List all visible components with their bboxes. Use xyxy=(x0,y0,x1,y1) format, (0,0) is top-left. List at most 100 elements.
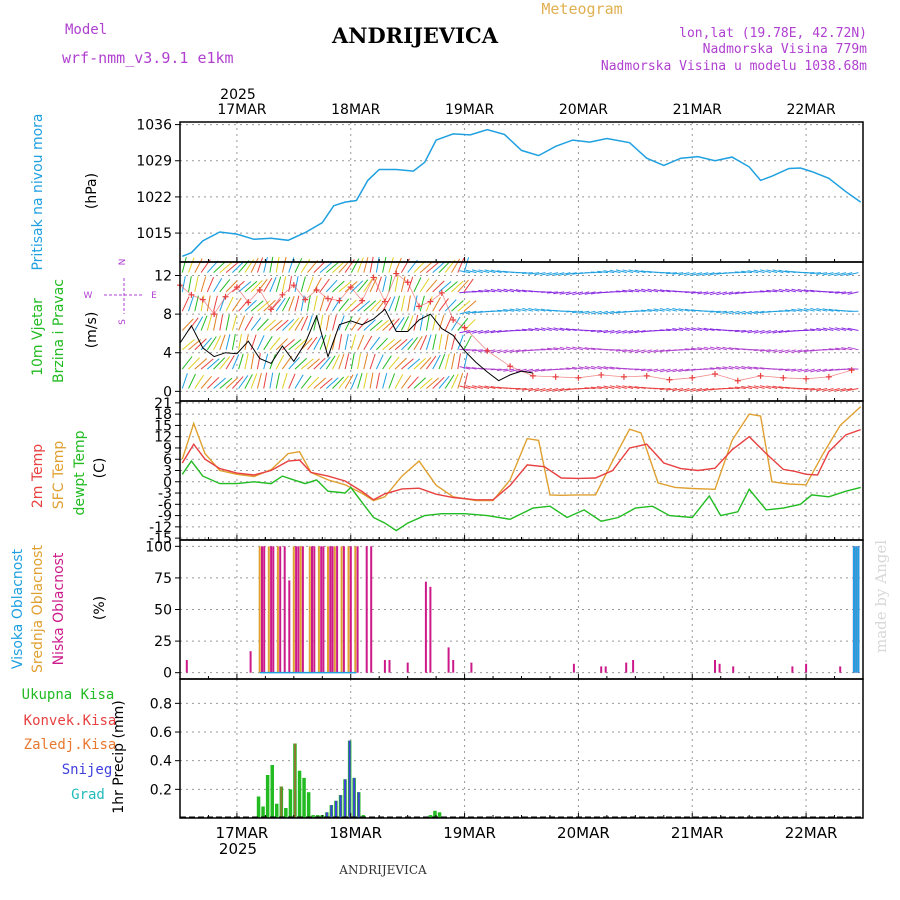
cloud-bar xyxy=(365,546,368,673)
wind-arrow xyxy=(363,257,369,273)
wind-arrow xyxy=(728,291,740,295)
wind-arrow xyxy=(672,307,684,312)
wind-arrow xyxy=(288,356,300,370)
wind-arrow xyxy=(590,386,602,389)
wind-arrow xyxy=(444,353,450,370)
cloud-bar xyxy=(470,662,473,673)
wind-arrow xyxy=(803,349,815,353)
wind-arrow xyxy=(490,368,502,371)
wind-arrow xyxy=(275,297,286,312)
wind-arrow xyxy=(369,353,376,370)
wind-compass-icon: N S W E xyxy=(84,259,158,325)
wind-arrow xyxy=(319,377,333,389)
wind-arrow xyxy=(338,353,345,370)
pressure-line xyxy=(182,128,862,257)
wind-arrow xyxy=(728,347,740,351)
wind-arrow xyxy=(463,372,469,389)
wind-arrow xyxy=(188,276,192,292)
wind-arrow xyxy=(231,297,242,312)
wind-arrow xyxy=(841,327,853,331)
wind-arrow xyxy=(484,269,496,274)
precip-bar xyxy=(280,786,283,818)
wind-arrow xyxy=(540,388,552,392)
x-tick-label-top: 17MAR xyxy=(217,102,266,118)
wind-arrow xyxy=(382,372,388,389)
wind-arrow xyxy=(444,281,458,293)
wind-arrow xyxy=(382,319,395,331)
wind-arrow xyxy=(357,279,369,293)
wind-arrow xyxy=(413,277,422,293)
wind-arrow xyxy=(181,256,187,273)
wind-arrow xyxy=(772,289,784,293)
wind-arrow xyxy=(503,368,515,372)
wind-arrow xyxy=(534,308,546,312)
wind-arrow xyxy=(546,347,558,351)
compass-e: E xyxy=(151,291,157,301)
wind-arrow xyxy=(528,388,540,392)
wind-arrow xyxy=(590,291,602,295)
wind-arrow xyxy=(350,334,357,350)
station-title: ANDRIJEVICA xyxy=(331,23,499,48)
cloud-bar xyxy=(452,660,455,673)
wind-arrow xyxy=(847,327,859,331)
wind-arrow xyxy=(847,388,859,391)
wind-arrow xyxy=(313,295,318,312)
cloud-bar xyxy=(600,666,603,673)
wind-arrow xyxy=(478,269,490,274)
wind-arrow xyxy=(641,349,652,354)
wind-arrow xyxy=(225,334,231,350)
wind-arrow xyxy=(603,270,615,274)
wind-arrow xyxy=(478,330,490,334)
wind-arrow xyxy=(288,339,302,351)
wind-arrow xyxy=(465,269,477,274)
wind-arrow xyxy=(722,310,734,314)
wind-arrow xyxy=(484,330,496,334)
wind-max-line xyxy=(179,272,852,382)
temp2m-line xyxy=(181,428,861,501)
wind-arrow xyxy=(509,288,521,293)
wind-arrow xyxy=(250,300,264,312)
wind-arrow xyxy=(419,334,428,351)
y-tick-label: -6 xyxy=(158,497,172,513)
sfc-temp-line xyxy=(181,406,862,502)
wind-arrow xyxy=(375,372,380,389)
wind-arrow xyxy=(472,330,483,334)
wind-arrow xyxy=(803,329,815,331)
cloud-bar xyxy=(267,546,270,673)
wind-arrow xyxy=(213,295,218,312)
wind-arrow xyxy=(734,386,746,389)
wind-arrow xyxy=(363,278,373,293)
y-tick-label: 50 xyxy=(154,603,172,619)
wind-arrow xyxy=(547,388,559,392)
wind-arrow xyxy=(232,261,245,273)
wind-arrow xyxy=(451,373,459,389)
wind-arrow xyxy=(766,289,778,293)
wind-arrow xyxy=(572,310,584,314)
wind-arrow xyxy=(766,349,778,353)
wind-arrow xyxy=(784,270,796,274)
wind-arrow xyxy=(828,388,840,392)
wind-arrow xyxy=(407,358,421,370)
wind-arrow xyxy=(797,368,809,373)
cloud-bar xyxy=(839,666,842,673)
wind-arrow xyxy=(294,357,308,370)
panel-background xyxy=(180,122,863,262)
wind-arrow xyxy=(244,353,249,370)
wind-arrow xyxy=(382,338,395,351)
temp2m-title: 2m Temp xyxy=(30,444,46,508)
wind-arrow xyxy=(465,330,477,334)
wind-arrow xyxy=(747,366,759,370)
wind-arrow xyxy=(678,327,690,331)
wind-arrow xyxy=(709,310,721,313)
wind-arrow xyxy=(841,291,853,295)
wind-arrow xyxy=(803,308,815,312)
wind-arrow xyxy=(425,314,430,331)
wind-arrow xyxy=(703,327,715,331)
wind-arrow xyxy=(369,336,381,351)
wind-arrow xyxy=(219,377,233,389)
wind-arrow xyxy=(294,295,300,312)
wind-speed-line xyxy=(179,308,533,382)
wind-arrow xyxy=(584,387,596,389)
wind-arrow xyxy=(288,257,295,273)
y-tick-label: 0.6 xyxy=(150,725,172,741)
